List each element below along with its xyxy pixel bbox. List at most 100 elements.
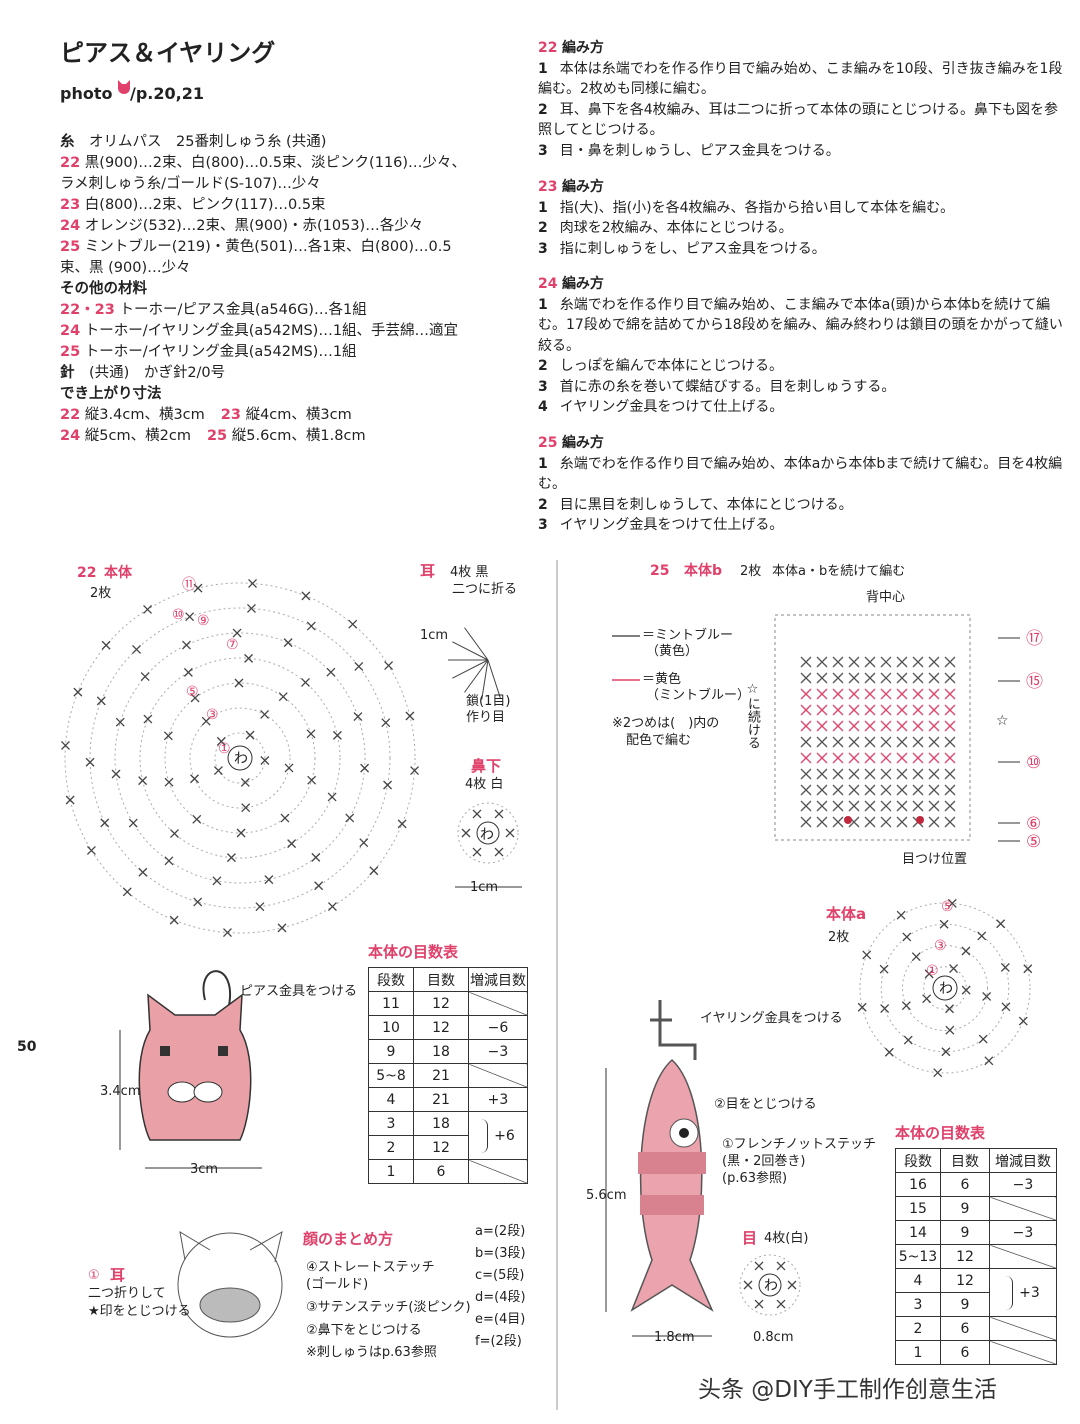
stitch: [248, 578, 257, 588]
stitch: [928, 752, 940, 764]
label: 目つけ位置: [902, 852, 968, 867]
cell: 12: [940, 1244, 990, 1269]
stitch: [190, 774, 199, 784]
step: 3 イヤリング金具をつけて仕上げる。: [538, 515, 1066, 536]
eye: [218, 1046, 228, 1056]
label: /p.20,21: [130, 84, 204, 103]
stitch: [848, 704, 860, 716]
row: 16 6 −3: [895, 1172, 1057, 1197]
stitch: [164, 777, 174, 787]
stitch: [848, 768, 860, 780]
label: わ: [480, 827, 494, 843]
stitch: [944, 688, 956, 700]
stitch: [481, 659, 489, 700]
brace: [1006, 1275, 1014, 1310]
step-text: 糸端でわを作る作り目で編み始め、本体aから本体bまで続けて編む。目を4枚編む。: [538, 455, 1063, 493]
cell: +3: [468, 1087, 528, 1112]
stitch: [255, 902, 265, 912]
stitch: [880, 923, 1010, 1053]
label: 1.8cm: [654, 1330, 695, 1345]
stitch: [743, 1280, 753, 1290]
label: 5.6cm: [586, 1188, 627, 1203]
stitch: [232, 628, 242, 638]
stitch: [213, 766, 223, 776]
label: ⑪: [182, 577, 196, 593]
cell: −3: [989, 1220, 1057, 1245]
label: 本体の目数表: [368, 943, 459, 961]
label: ※刺しゅうはp.63参照: [306, 1345, 437, 1360]
step-num: 3: [538, 142, 548, 159]
stitch: [163, 731, 173, 741]
stitch: [832, 704, 844, 716]
stitch: [879, 964, 889, 974]
stitch: [214, 732, 266, 784]
cell: +6: [468, 1111, 528, 1160]
num: 23: [538, 179, 558, 195]
label: 本体の目数表: [895, 1124, 986, 1142]
cell: 10: [368, 1015, 414, 1040]
header-cell: 段数: [895, 1148, 941, 1173]
stitch: [115, 717, 125, 727]
stitch: [928, 736, 940, 748]
label: ①: [926, 963, 939, 979]
label: わ: [939, 981, 953, 997]
text: 縦3.4cm、横3cm: [84, 407, 205, 423]
num: 24: [538, 276, 558, 292]
step: 2 肉球を2枚編み、本体にとじつける。: [538, 218, 1066, 239]
slash-cell: [468, 1063, 528, 1088]
stitch: [227, 745, 253, 771]
step-num: 2: [538, 358, 548, 374]
stitch: [864, 672, 876, 684]
stitch: [912, 704, 924, 716]
cell: 12: [413, 991, 469, 1016]
stitch: [864, 688, 876, 700]
stitch: [912, 752, 924, 764]
step: 2 しっぽを編んで本体にとじつける。: [538, 356, 1066, 377]
stitch: [864, 784, 876, 796]
stitch: [800, 752, 812, 764]
header-cell: 段数: [368, 967, 414, 992]
num: 25: [538, 435, 558, 451]
cat-face: [138, 993, 252, 1141]
stitch: [223, 928, 232, 938]
cell: 11: [368, 991, 414, 1016]
stitch: [880, 800, 892, 812]
cell: 16: [895, 1172, 941, 1197]
stitch: [859, 902, 1031, 1074]
stitch: [246, 603, 256, 613]
material-line: 糸 オリムパス 25番刺しゅう糸 (共通): [60, 132, 470, 153]
stitch: [912, 672, 924, 684]
stitch: [348, 619, 358, 629]
label: 本体a・bを続けて編む: [772, 564, 906, 579]
slash-cell: [989, 1196, 1057, 1221]
label: ③: [206, 707, 219, 723]
stitch: [896, 800, 908, 812]
stitch: [114, 632, 366, 884]
stitch: [327, 902, 337, 912]
stitch: [132, 644, 141, 654]
cell: 3: [895, 1292, 941, 1317]
stitch: [902, 945, 988, 1031]
label: 25: [650, 563, 670, 579]
change: +6: [494, 1127, 515, 1144]
label: 22: [77, 565, 97, 581]
text: (共通) かぎ針2/0号: [89, 365, 226, 381]
stitch: [848, 720, 860, 732]
stitch: [912, 784, 924, 796]
label: ピアス金具をつける: [240, 984, 358, 999]
stitch: [896, 688, 908, 700]
stitch: [848, 784, 860, 796]
num: 24: [60, 428, 81, 444]
label: 1cm: [470, 880, 499, 895]
label: ⑰: [1026, 629, 1043, 649]
material-line: 22 縦3.4cm、横3cm 23 縦4cm、横3cm: [60, 405, 470, 426]
earring-hook: [650, 1000, 697, 1060]
stitch: [911, 952, 921, 962]
step-text: 目に黒目を刺しゅうして、本体にとじつける。: [559, 496, 853, 513]
stitch: [64, 582, 416, 934]
stitch: [816, 672, 828, 684]
stitch: [461, 828, 471, 838]
label: 0.8cm: [753, 1330, 794, 1345]
